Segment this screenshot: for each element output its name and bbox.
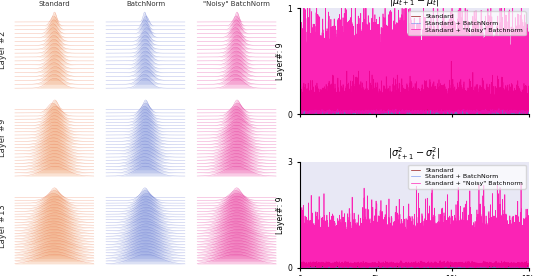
- Standard + BatchNorm: [443, 266, 449, 269]
- Standard + "Noisy" Batchnorm: [525, 96, 531, 99]
- Standard: [502, 98, 508, 101]
- Legend: Standard, Standard + BatchNorm, Standard + "Noisy" Batchnorm: Standard, Standard + BatchNorm, Standard…: [408, 11, 525, 35]
- Line: Standard + "Noisy" Batchnorm: Standard + "Noisy" Batchnorm: [300, 8, 529, 114]
- Standard: [525, 263, 531, 267]
- Standard + BatchNorm: [440, 265, 446, 269]
- Line: Standard + BatchNorm: Standard + BatchNorm: [300, 109, 529, 114]
- Standard + "Noisy" Batchnorm: [413, 113, 419, 116]
- Y-axis label: Layer #13: Layer #13: [0, 204, 7, 248]
- Standard: [522, 92, 529, 95]
- Standard: [296, 110, 303, 114]
- Standard + BatchNorm: [450, 266, 456, 269]
- Standard + "Noisy" Batchnorm: [522, 79, 529, 83]
- Standard + "Noisy" Batchnorm: [502, 247, 508, 251]
- Standard + "Noisy" Batchnorm: [502, 108, 508, 112]
- Standard + "Noisy" Batchnorm: [443, 260, 449, 264]
- Standard + BatchNorm: [443, 111, 449, 115]
- Standard + "Noisy" Batchnorm: [399, 109, 406, 112]
- Y-axis label: Layer #2: Layer #2: [0, 31, 7, 69]
- Standard + "Noisy" Batchnorm: [296, 253, 303, 257]
- Standard: [380, 266, 386, 269]
- Standard + BatchNorm: [296, 266, 303, 269]
- Standard: [399, 265, 406, 268]
- Standard: [525, 108, 531, 111]
- Standard + BatchNorm: [522, 266, 529, 269]
- Standard: [399, 110, 406, 113]
- Standard + "Noisy" Batchnorm: [296, 101, 303, 104]
- Standard + "Noisy" Batchnorm: [525, 259, 531, 262]
- Legend: Standard, Standard + BatchNorm, Standard + "Noisy" Batchnorm: Standard, Standard + BatchNorm, Standard…: [408, 165, 525, 189]
- Standard: [372, 113, 379, 116]
- Standard: [525, 107, 532, 110]
- Standard + BatchNorm: [296, 112, 303, 116]
- Line: Standard: Standard: [300, 261, 529, 268]
- Standard + BatchNorm: [522, 112, 529, 115]
- Standard + BatchNorm: [399, 112, 406, 115]
- Y-axis label: Layer #9: Layer #9: [0, 119, 7, 157]
- Standard + "Noisy" Batchnorm: [399, 245, 406, 249]
- Standard: [495, 264, 502, 267]
- Title: Standard: Standard: [39, 1, 70, 7]
- Standard + BatchNorm: [525, 112, 531, 115]
- Standard + "Noisy" Batchnorm: [417, 266, 423, 269]
- Standard + "Noisy" Batchnorm: [495, 105, 502, 108]
- Standard: [525, 264, 532, 268]
- Standard: [443, 110, 449, 113]
- Standard + "Noisy" Batchnorm: [495, 213, 502, 216]
- Line: Standard: Standard: [300, 61, 529, 114]
- Standard: [443, 265, 449, 269]
- Y-axis label: Layer#: 9: Layer#: 9: [276, 43, 284, 80]
- Standard + BatchNorm: [426, 113, 432, 116]
- Standard: [522, 263, 529, 267]
- Standard + "Noisy" Batchnorm: [300, 7, 307, 10]
- Standard + BatchNorm: [495, 113, 502, 116]
- Title: $|\mu_{t+1} - \mu_t|$: $|\mu_{t+1} - \mu_t|$: [389, 0, 439, 8]
- Standard + "Noisy" Batchnorm: [443, 78, 449, 81]
- Standard + BatchNorm: [525, 266, 532, 269]
- Standard + BatchNorm: [525, 111, 532, 114]
- Title: Standard +
BatchNorm: Standard + BatchNorm: [125, 0, 165, 7]
- Title: $|\sigma_{t+1}^2 - \sigma_t^2|$: $|\sigma_{t+1}^2 - \sigma_t^2|$: [388, 145, 440, 162]
- Standard + "Noisy" Batchnorm: [525, 68, 532, 71]
- Standard: [495, 108, 502, 111]
- Standard + BatchNorm: [502, 266, 508, 269]
- Standard + "Noisy" Batchnorm: [525, 246, 532, 250]
- Standard + BatchNorm: [502, 112, 508, 115]
- Standard + BatchNorm: [399, 266, 406, 269]
- Standard: [448, 60, 455, 63]
- Y-axis label: Layer#: 9: Layer#: 9: [276, 196, 284, 233]
- Line: Standard + BatchNorm: Standard + BatchNorm: [300, 267, 529, 268]
- Standard + "Noisy" Batchnorm: [522, 230, 529, 234]
- Line: Standard + "Noisy" Batchnorm: Standard + "Noisy" Batchnorm: [300, 184, 529, 268]
- Standard + BatchNorm: [525, 266, 531, 269]
- Title: Standard +
"Noisy" BatchNorm: Standard + "Noisy" BatchNorm: [203, 0, 270, 7]
- Standard: [398, 259, 404, 262]
- Standard + BatchNorm: [495, 107, 502, 110]
- Standard: [296, 264, 303, 267]
- Standard: [502, 262, 508, 266]
- Standard + BatchNorm: [495, 266, 502, 269]
- Standard + "Noisy" Batchnorm: [518, 182, 524, 185]
